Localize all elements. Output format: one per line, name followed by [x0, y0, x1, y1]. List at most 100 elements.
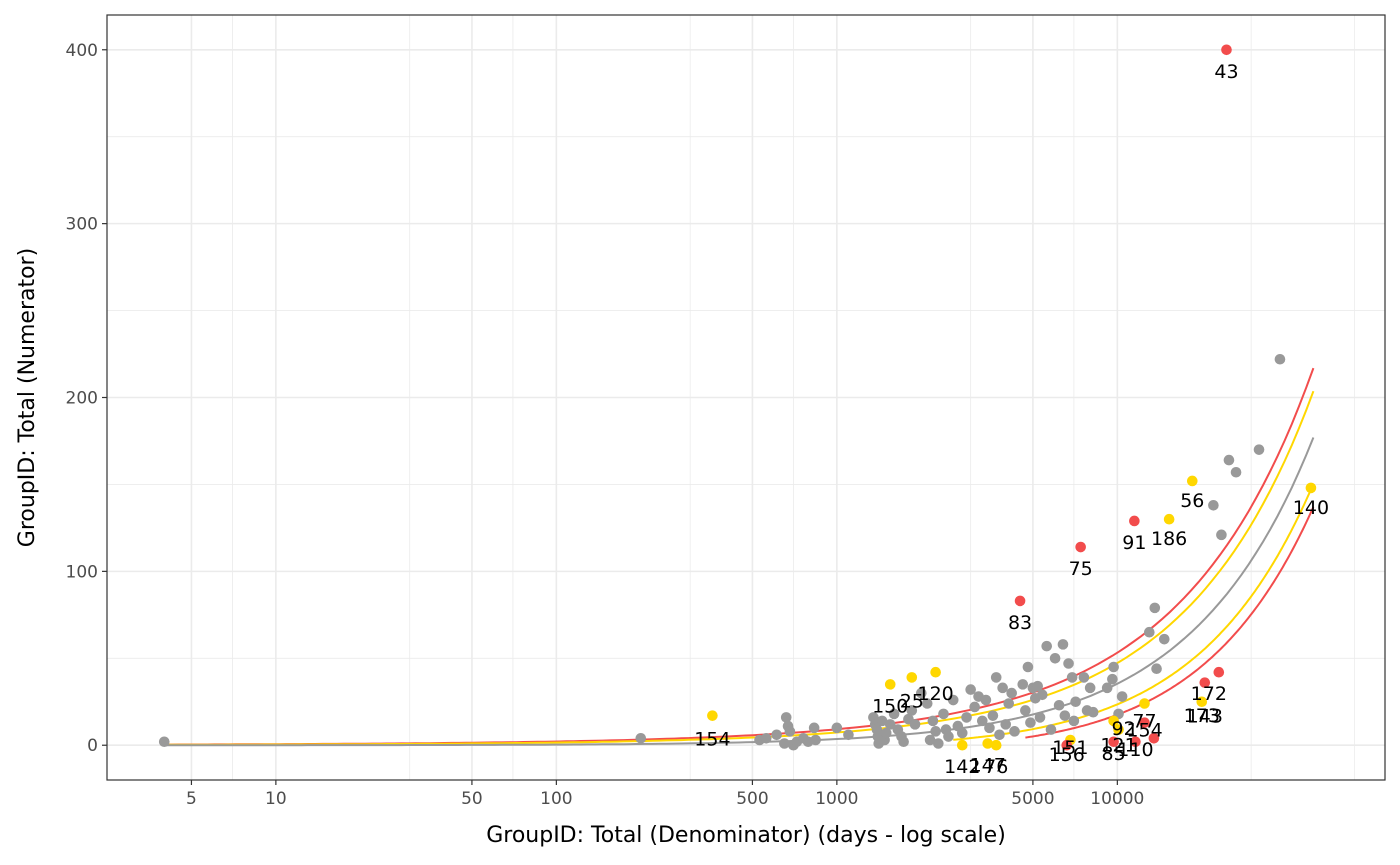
data-point-warning: [1139, 698, 1150, 709]
data-point-in-control: [779, 738, 790, 749]
data-point-in-control: [1274, 353, 1286, 365]
data-point-in-control: [976, 715, 988, 727]
data-point-warning: [930, 666, 941, 678]
data-point-outlier: [1108, 736, 1119, 748]
data-point-in-control: [987, 710, 999, 721]
data-point-warning: [1108, 715, 1119, 727]
data-point-in-control: [158, 736, 170, 748]
data-point-in-control: [984, 722, 995, 734]
data-point-in-control: [906, 705, 918, 716]
data-point-label: 140: [1293, 497, 1329, 519]
data-point-label: 75: [1069, 558, 1093, 580]
major-gridlines: [107, 15, 1385, 780]
data-point-warning: [990, 739, 1002, 751]
data-point-in-control: [1020, 705, 1031, 716]
data-point-in-control: [898, 736, 909, 748]
data-point-in-control: [1144, 626, 1155, 638]
data-point-outlier: [1014, 595, 1026, 607]
data-point-in-control: [980, 694, 992, 706]
data-point-in-control: [880, 727, 892, 739]
data-point-warning: [1196, 696, 1208, 708]
x-tick-label: 5000: [1011, 789, 1054, 809]
data-point-in-control: [1049, 652, 1061, 664]
data-point-in-control: [843, 729, 854, 741]
data-point-in-control: [1006, 687, 1017, 699]
data-point-in-control: [1078, 672, 1090, 683]
data-point-label: 76: [984, 756, 1008, 778]
data-point-warning: [707, 710, 718, 721]
data-point-outlier: [1129, 515, 1140, 527]
data-point-in-control: [1045, 724, 1057, 735]
data-point-in-control: [930, 726, 941, 737]
x-tick-label: 10000: [1090, 789, 1144, 809]
data-point-in-control: [888, 708, 900, 720]
data-point-in-control: [784, 726, 796, 737]
data-point-in-control: [1022, 661, 1034, 673]
data-point-in-control: [1057, 639, 1069, 650]
data-point-in-control: [1059, 710, 1071, 721]
data-point-in-control: [1066, 672, 1078, 683]
data-point-in-control: [1034, 712, 1046, 723]
data-point-label: 173: [1184, 705, 1220, 727]
data-point-in-control: [1208, 499, 1219, 511]
x-tick-label: 100: [540, 789, 572, 809]
data-point-in-control: [810, 734, 821, 746]
data-point-label: 120: [918, 683, 954, 705]
data-point-label: 156: [1049, 744, 1085, 766]
data-point-in-control: [1087, 706, 1099, 718]
data-point-in-control: [1216, 529, 1227, 541]
data-point-label: 154: [1126, 720, 1162, 742]
y-tick-label: 300: [66, 215, 98, 235]
data-point-in-control: [961, 712, 972, 723]
data-point-in-control: [1063, 658, 1074, 669]
x-tick-label: 10: [265, 789, 287, 809]
data-point-in-control: [915, 687, 927, 699]
data-point-label: 110: [1117, 739, 1153, 761]
data-point-in-control: [1108, 661, 1119, 673]
data-point-in-control: [876, 715, 888, 727]
data-point-in-control: [831, 722, 843, 734]
data-point-label: 172: [1191, 683, 1227, 705]
data-point-in-control: [933, 738, 944, 749]
data-points: [158, 44, 1317, 751]
data-point-warning: [1163, 513, 1175, 525]
data-point-label: 85: [1102, 743, 1126, 765]
data-point-in-control: [1000, 719, 1012, 730]
y-tick-label: 100: [66, 562, 98, 582]
data-point-in-control: [760, 732, 772, 744]
data-point-in-control: [965, 684, 976, 695]
data-point-in-control: [938, 708, 949, 720]
data-point-in-control: [956, 727, 968, 739]
data-point-in-control: [909, 719, 921, 730]
data-point-in-control: [1223, 454, 1235, 466]
data-point-label: 91: [1122, 532, 1146, 554]
data-point-label: 142: [944, 756, 980, 778]
data-point-in-control: [1158, 633, 1170, 645]
y-tick-label: 400: [66, 41, 98, 61]
data-point-label: 83: [1008, 612, 1032, 634]
data-point-label: 56: [1180, 490, 1204, 512]
data-point-in-control: [1107, 673, 1118, 685]
funnel-line-lower-outlier: [1025, 506, 1315, 739]
data-point-in-control: [635, 732, 647, 744]
data-point-in-control: [1149, 602, 1161, 614]
data-point-in-control: [1068, 715, 1080, 727]
data-point-in-control: [1025, 717, 1036, 728]
data-point-outlier: [1061, 739, 1073, 751]
data-point-label: 77: [1132, 711, 1156, 733]
data-point-warning: [884, 679, 896, 690]
data-point-in-control: [921, 698, 933, 709]
data-point-label: 92: [1112, 718, 1136, 740]
y-tick-label: 200: [66, 389, 98, 409]
data-point-in-control: [1253, 444, 1265, 455]
data-point-in-control: [943, 731, 954, 742]
data-point-in-control: [1230, 466, 1242, 478]
data-point-in-control: [969, 701, 980, 713]
data-point-outlier: [1139, 717, 1150, 728]
x-axis-ticks: 5 10 50 100 500 1000 5000 10000: [186, 780, 1144, 809]
data-point-in-control: [927, 715, 939, 727]
data-point-in-control: [1151, 663, 1162, 675]
